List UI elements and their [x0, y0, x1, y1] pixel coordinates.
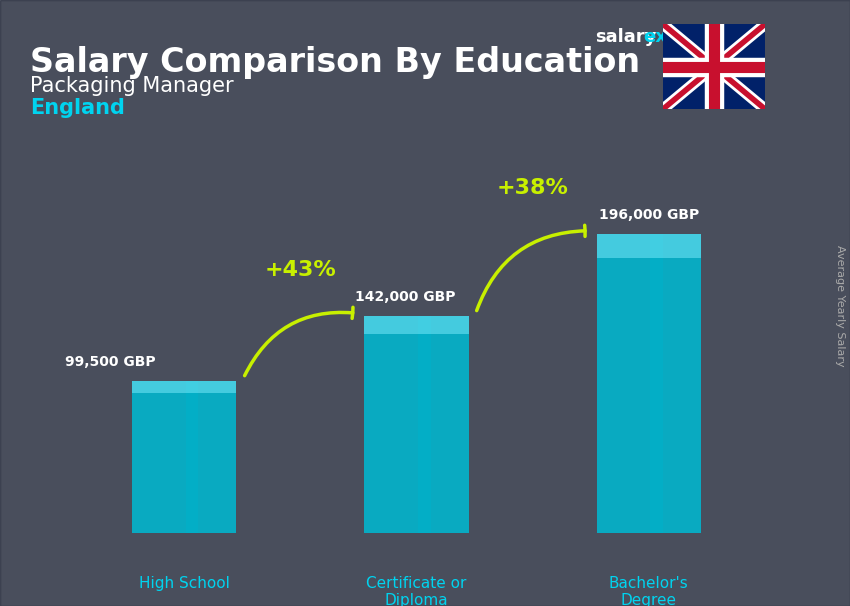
Text: explorer: explorer — [643, 28, 728, 46]
Bar — [597, 234, 701, 533]
Bar — [132, 381, 236, 533]
Text: 99,500 GBP: 99,500 GBP — [65, 355, 156, 369]
Text: 142,000 GBP: 142,000 GBP — [354, 290, 455, 304]
Text: .com: .com — [716, 28, 764, 46]
Bar — [650, 234, 663, 533]
Text: Packaging Manager: Packaging Manager — [30, 76, 234, 96]
Bar — [364, 316, 468, 533]
Bar — [132, 381, 236, 393]
Text: Average Yearly Salary: Average Yearly Salary — [835, 245, 845, 367]
Text: 196,000 GBP: 196,000 GBP — [598, 207, 699, 222]
Text: Certificate or
Diploma: Certificate or Diploma — [366, 576, 467, 606]
Bar — [597, 234, 701, 258]
Text: Salary Comparison By Education: Salary Comparison By Education — [30, 46, 640, 79]
Text: High School: High School — [139, 576, 230, 591]
Text: +38%: +38% — [496, 178, 569, 198]
Text: England: England — [30, 98, 125, 118]
Bar — [418, 316, 431, 533]
Bar — [364, 316, 468, 334]
Text: salary: salary — [595, 28, 656, 46]
Text: Bachelor's
Degree: Bachelor's Degree — [609, 576, 689, 606]
Bar — [186, 381, 198, 533]
Text: +43%: +43% — [264, 261, 337, 281]
